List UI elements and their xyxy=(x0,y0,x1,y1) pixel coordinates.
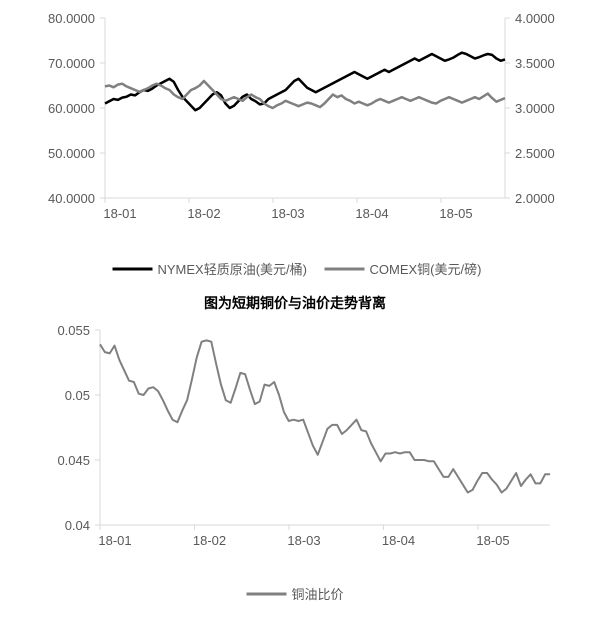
svg-text:80.0000: 80.0000 xyxy=(48,11,95,26)
bottom-chart: 0.04 0.045 0.05 0.055 18-01 18-02 18-03 18-04 18… xyxy=(15,320,575,580)
svg-text:0.045: 0.045 xyxy=(57,453,90,468)
svg-text:NYMEX轻质原油(美元/桶): NYMEX轻质原油(美元/桶) xyxy=(158,262,308,277)
svg-text:COMEX铜(美元/磅): COMEX铜(美元/磅) xyxy=(370,262,482,277)
svg-text:70.0000: 70.0000 xyxy=(48,56,95,71)
svg-text:4.0000: 4.0000 xyxy=(515,11,555,26)
svg-text:18-02: 18-02 xyxy=(193,533,226,548)
svg-text:18-04: 18-04 xyxy=(355,206,388,221)
svg-text:18-05: 18-05 xyxy=(439,206,472,221)
svg-text:18-01: 18-01 xyxy=(98,533,131,548)
caption: 图为短期铜价与油价走势背离 xyxy=(204,295,386,311)
svg-text:3.0000: 3.0000 xyxy=(515,101,555,116)
svg-text:18-04: 18-04 xyxy=(382,533,415,548)
bottom-chart-container: 0.04 0.045 0.05 0.055 18-01 18-02 18-03 18-04 18… xyxy=(15,320,575,580)
caption-svg: 图为短期铜价与油价走势背离 xyxy=(15,292,575,314)
svg-text:2.5000: 2.5000 xyxy=(515,146,555,161)
legend1-container: NYMEX轻质原油(美元/桶) COMEX铜(美元/磅) xyxy=(15,255,575,283)
caption-container: 图为短期铜价与油价走势背离 xyxy=(15,292,575,314)
svg-text:铜油比价: 铜油比价 xyxy=(292,587,344,602)
page: 40.0000 50.0000 60.0000 70.0000 80.0000 2.000… xyxy=(0,0,598,618)
svg-text:18-01: 18-01 xyxy=(103,206,136,221)
svg-text:0.05: 0.05 xyxy=(65,388,90,403)
svg-text:18-03: 18-03 xyxy=(287,533,320,548)
bottom-legend: 铜油比价 xyxy=(15,580,575,608)
svg-text:0.055: 0.055 xyxy=(57,323,90,338)
svg-text:18-03: 18-03 xyxy=(271,206,304,221)
svg-text:3.5000: 3.5000 xyxy=(515,56,555,71)
svg-text:18-02: 18-02 xyxy=(187,206,220,221)
svg-text:40.0000: 40.0000 xyxy=(48,191,95,206)
svg-text:2.0000: 2.0000 xyxy=(515,191,555,206)
svg-text:60.0000: 60.0000 xyxy=(48,101,95,116)
legend2-container: 铜油比价 xyxy=(15,580,575,608)
top-legend: NYMEX轻质原油(美元/桶) COMEX铜(美元/磅) xyxy=(15,255,575,283)
top-chart: 40.0000 50.0000 60.0000 70.0000 80.0000 2.000… xyxy=(15,8,575,258)
top-chart-container: 40.0000 50.0000 60.0000 70.0000 80.0000 2.000… xyxy=(15,8,575,258)
svg-text:50.0000: 50.0000 xyxy=(48,146,95,161)
svg-text:18-05: 18-05 xyxy=(476,533,509,548)
svg-text:0.04: 0.04 xyxy=(65,518,90,533)
